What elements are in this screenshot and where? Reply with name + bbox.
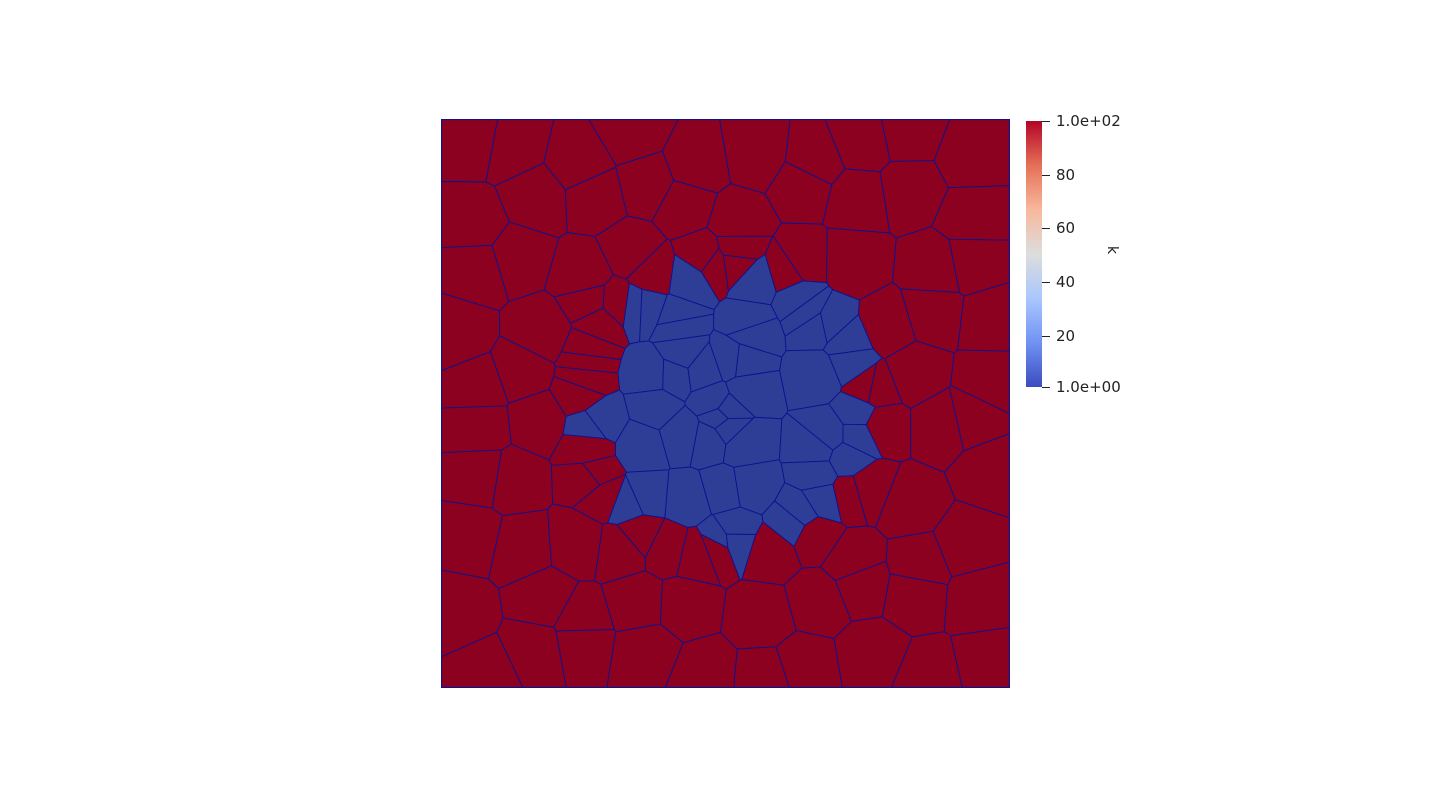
matrix-cell [669, 227, 720, 273]
colorbar [1026, 121, 1042, 387]
colorbar-tick-label: 20 [1056, 327, 1076, 345]
colorbar-tick-mark [1042, 282, 1050, 283]
matrix-cell [950, 349, 1010, 415]
matrix-cell [441, 449, 503, 509]
colorbar-title: k [1104, 246, 1120, 255]
mesh-cells [441, 119, 1010, 688]
domain-border [441, 119, 1010, 688]
colorbar-tick-label: 1.0e+00 [1056, 378, 1121, 396]
colorbar-tick-mark [1042, 175, 1050, 176]
colorbar-tick-mark [1042, 228, 1050, 229]
matrix-cell [581, 454, 627, 486]
inclusion-cell [779, 285, 834, 337]
colorbar-tick-label: 60 [1056, 219, 1076, 237]
colorbar-tick-label: 40 [1056, 273, 1076, 291]
matrix-cell [931, 185, 1010, 241]
matrix-cell [950, 626, 1010, 688]
colorbar-tick-mark [1042, 121, 1050, 122]
inclusion-cell [827, 348, 883, 388]
inclusion-cell [714, 417, 755, 446]
matrix-cell [441, 405, 512, 454]
matrix-cell [932, 499, 1010, 578]
colorbar-tick-mark [1042, 387, 1050, 388]
matrix-cell [553, 366, 621, 396]
inclusion-cell [786, 403, 844, 451]
matrix-cell [948, 238, 1010, 297]
colorbar-tick-label: 1.0e+02 [1056, 112, 1121, 130]
colorbar-gradient [1026, 121, 1042, 387]
colorbar-tick-mark [1042, 336, 1050, 337]
inclusion-cell [656, 293, 715, 326]
matrix-cell [867, 357, 903, 408]
matrix-cell [948, 384, 1010, 452]
inclusion-cell [662, 358, 692, 403]
colorbar-tick-label: 80 [1056, 166, 1076, 184]
matrix-cell [555, 629, 617, 688]
matrix-cell [943, 432, 1010, 519]
inclusion-cell [698, 462, 741, 515]
mesh-plot[interactable] [441, 119, 1010, 688]
matrix-cell [943, 561, 1010, 637]
inclusion-cell [658, 404, 700, 470]
